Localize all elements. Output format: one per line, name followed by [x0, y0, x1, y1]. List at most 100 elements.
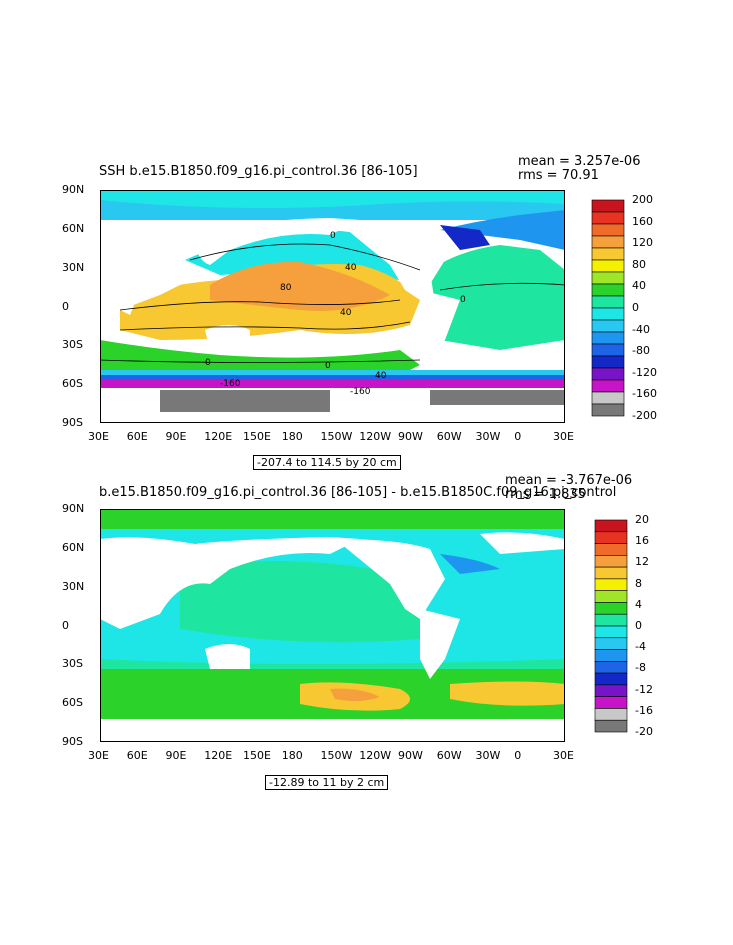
- colorbar-label: -80: [632, 344, 650, 358]
- colorbar-label: -8: [635, 661, 646, 675]
- colorbar-swatch: [594, 708, 628, 721]
- colorbar-swatch: [594, 578, 628, 591]
- contour-label: -160: [350, 387, 371, 397]
- colorbar-label: 120: [632, 236, 653, 250]
- x-tick-label: 90E: [165, 749, 187, 762]
- colorbar-swatch: [594, 625, 628, 639]
- colorbar-label: -160: [632, 387, 657, 401]
- colorbar-swatch: [591, 211, 625, 225]
- colorbar-swatch: [591, 235, 625, 249]
- colorbar-label: -4: [635, 640, 646, 654]
- contour-label: 0: [205, 358, 211, 368]
- colorbar-label: 0: [635, 619, 642, 632]
- colorbar-swatch: [594, 696, 628, 709]
- colorbar-label: -20: [635, 725, 653, 738]
- colorbar-swatch: [594, 543, 628, 556]
- x-tick-label: 30W: [475, 430, 501, 443]
- colorbar-swatch: [594, 531, 628, 544]
- x-tick-label: 30E: [88, 749, 109, 762]
- panel1-colorbar: [591, 199, 625, 417]
- panel2-mean: mean = -3.767e-06: [505, 473, 633, 488]
- colorbar-swatch: [591, 319, 625, 333]
- colorbar-swatch: [591, 223, 625, 237]
- colorbar-swatch: [594, 649, 628, 662]
- x-tick-label: 150W: [320, 430, 353, 443]
- colorbar-swatch: [591, 367, 625, 381]
- x-tick-label: 90E: [165, 430, 187, 443]
- y-tick-label: 90N: [62, 502, 85, 515]
- y-tick-label: 90S: [62, 735, 83, 748]
- panel1-title: SSH b.e15.B1850.f09_g16.pi_control.36 [8…: [99, 164, 418, 179]
- y-tick-label: 30N: [62, 260, 85, 274]
- contour-label: 0: [330, 231, 336, 241]
- panel2-title: b.e15.B1850.f09_g16.pi_control.36 [86-10…: [99, 485, 617, 500]
- x-tick-label: 0: [514, 430, 522, 443]
- contour-label: 40: [340, 308, 352, 318]
- x-tick-label: 180: [281, 749, 303, 762]
- colorbar-swatch: [594, 590, 628, 603]
- x-tick-label: 60W: [436, 749, 462, 762]
- y-tick-label: 60N: [62, 221, 85, 235]
- contour-label: -160: [220, 379, 241, 389]
- colorbar-swatch: [591, 355, 625, 369]
- contour-label: 40: [375, 371, 387, 381]
- colorbar-label: 200: [632, 193, 653, 206]
- x-tick-label: 180: [281, 430, 303, 443]
- y-tick-label: 0: [62, 299, 69, 313]
- x-tick-label: 30E: [553, 749, 574, 762]
- x-tick-label: 90W: [398, 430, 423, 443]
- y-tick-label: 90S: [62, 416, 83, 429]
- panel2-colorbar: [594, 519, 628, 733]
- x-tick-label: 60E: [126, 749, 148, 762]
- x-tick-label: 120W: [359, 430, 392, 443]
- x-tick-label: 150E: [243, 430, 271, 443]
- x-tick-label: 0: [514, 749, 522, 762]
- y-tick-label: 0: [62, 618, 69, 632]
- colorbar-swatch: [591, 295, 625, 309]
- y-tick-label: 30S: [62, 338, 83, 352]
- contour-label: 0: [460, 295, 466, 305]
- x-tick-label: 30E: [553, 430, 574, 443]
- panel1-mean: mean = 3.257e-06: [518, 154, 641, 169]
- colorbar-swatch: [594, 672, 628, 686]
- colorbar-label: 20: [635, 513, 649, 526]
- colorbar-swatch: [594, 684, 628, 697]
- colorbar-swatch: [591, 271, 625, 285]
- colorbar-swatch: [594, 637, 628, 650]
- y-tick-label: 90N: [62, 183, 85, 196]
- colorbar-swatch: [591, 379, 625, 393]
- colorbar-label: -16: [635, 703, 653, 717]
- colorbar-label: 160: [632, 214, 653, 228]
- y-tick-label: 30N: [62, 579, 85, 593]
- colorbar-label: 4: [635, 597, 642, 611]
- contour-label: 0: [325, 361, 331, 371]
- colorbar-swatch: [594, 519, 628, 533]
- colorbar-label: 12: [635, 555, 649, 569]
- colorbar-swatch: [594, 613, 628, 627]
- x-tick-label: 120W: [359, 749, 392, 762]
- colorbar-label: -120: [632, 365, 657, 379]
- contour-label: 80: [280, 283, 292, 293]
- panel2-rms: rms = 1.835: [505, 487, 586, 502]
- colorbar-swatch: [591, 343, 625, 357]
- x-tick-label: 60W: [436, 430, 462, 443]
- panel2-range-label: -12.89 to 11 by 2 cm: [265, 775, 389, 790]
- x-tick-label: 30E: [88, 430, 109, 443]
- x-tick-label: 150W: [320, 749, 353, 762]
- y-tick-label: 60S: [62, 377, 83, 391]
- x-tick-label: 60E: [126, 430, 148, 443]
- colorbar-label: -200: [632, 409, 657, 422]
- y-tick-label: 60S: [62, 696, 83, 710]
- panel2-map: [100, 509, 565, 742]
- colorbar-swatch: [591, 199, 625, 213]
- panel1-range-label: -207.4 to 114.5 by 20 cm: [253, 455, 401, 470]
- colorbar-swatch: [594, 566, 628, 580]
- panel1-rms: rms = 70.91: [518, 168, 599, 183]
- colorbar-swatch: [594, 602, 628, 615]
- panel1-map: 0 40 80 40 0 0 0 40 -160 -160: [100, 190, 565, 423]
- colorbar-label: 80: [632, 257, 646, 271]
- x-tick-label: 30W: [475, 749, 501, 762]
- colorbar-label: -40: [632, 322, 650, 336]
- x-tick-label: 150E: [243, 749, 271, 762]
- colorbar-swatch: [591, 403, 625, 417]
